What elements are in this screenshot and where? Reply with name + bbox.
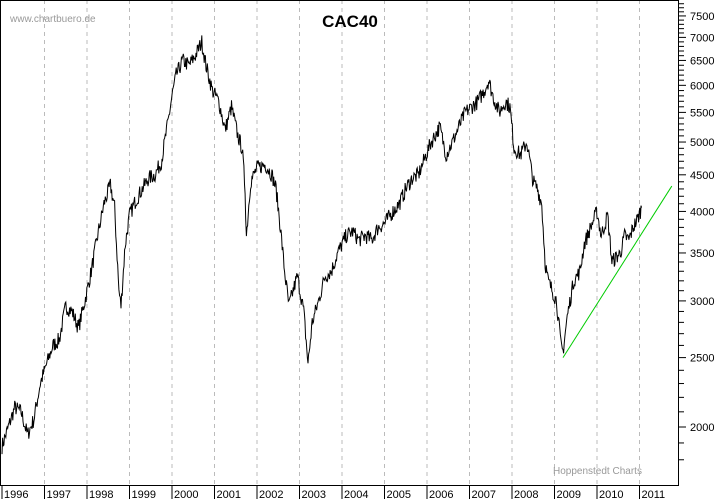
x-tick-label: 2009: [557, 489, 581, 501]
y-axis: 2000 2500 3000 3500 4000 4500 5000 5500 6000 6500…: [678, 3, 714, 461]
y-tick-label: 7000: [690, 32, 714, 44]
x-tick-label: 1999: [132, 489, 156, 501]
series-layer: [1, 35, 673, 455]
x-tick-label: 2004: [344, 489, 368, 501]
y-tick-label: 4500: [690, 170, 714, 182]
x-axis: 1996 1997 1998 1999 2000 2001 2002 2003 2004 2005…: [1, 485, 666, 501]
watermark-bottom: Hoppenstedt Charts: [553, 466, 642, 477]
y-tick-label: 5500: [690, 107, 714, 119]
x-tick-label: 2011: [642, 489, 666, 501]
x-tick-label: 1997: [47, 489, 71, 501]
x-tick-label: 2010: [599, 489, 623, 501]
y-tick-label: 5000: [690, 137, 714, 149]
x-tick-label: 2007: [472, 489, 496, 501]
x-tick-label: 1996: [4, 489, 28, 501]
y-tick-label: 6500: [690, 55, 714, 67]
x-tick-label: 2008: [514, 489, 538, 501]
y-tick-label: 7500: [690, 11, 714, 23]
y-tick-label: 2000: [690, 422, 714, 434]
trendline: [562, 185, 673, 358]
y-tick-label: 3000: [690, 296, 714, 308]
x-tick-label: 2002: [259, 489, 283, 501]
plot-frame: [0, 0, 679, 486]
x-tick-label: 2000: [174, 489, 198, 501]
series-cac40-line: [1, 35, 643, 455]
x-tick-label: 2003: [302, 489, 326, 501]
x-tick-label: 2006: [429, 489, 453, 501]
y-tick-label: 2500: [690, 353, 714, 365]
watermark-top: www.chartbuero.de: [9, 14, 96, 25]
y-tick-label: 3500: [690, 248, 714, 260]
y-tick-label: 4000: [690, 206, 714, 218]
chart-title: CAC40: [322, 12, 378, 31]
x-tick-label: 2001: [217, 489, 241, 501]
x-tick-label: 1998: [89, 489, 113, 501]
x-tick-label: 2005: [387, 489, 411, 501]
y-tick-label: 6000: [690, 80, 714, 92]
